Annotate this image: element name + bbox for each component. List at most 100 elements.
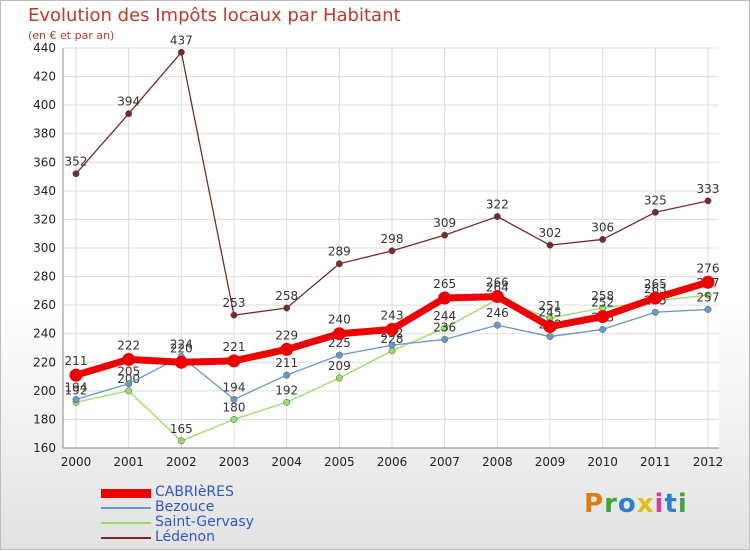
logo-letter: i — [654, 489, 665, 519]
data-label: 266 — [486, 276, 509, 290]
y-tick-label: 440 — [33, 41, 56, 55]
data-point — [438, 291, 452, 305]
data-point — [125, 387, 133, 395]
data-label: 211 — [275, 356, 298, 370]
x-tick-label: 2009 — [535, 455, 566, 469]
data-label: 252 — [591, 296, 614, 310]
x-tick-label: 2003 — [219, 455, 250, 469]
x-tick-label: 2010 — [587, 455, 618, 469]
logo-letter: P — [584, 489, 605, 519]
data-point — [493, 321, 501, 329]
data-point — [174, 355, 188, 369]
logo-letter: o — [617, 489, 637, 519]
data-point — [177, 437, 185, 445]
data-label: 205 — [117, 365, 140, 379]
data-label: 306 — [591, 220, 614, 234]
x-tick-label: 2005 — [324, 455, 355, 469]
data-point — [648, 291, 662, 305]
data-label: 263 — [644, 282, 667, 296]
legend-swatch — [101, 537, 151, 539]
data-point — [651, 308, 659, 316]
data-label: 194 — [223, 380, 246, 394]
data-point — [546, 333, 554, 341]
data-label: 276 — [697, 261, 720, 275]
data-label: 251 — [539, 299, 562, 313]
y-tick-label: 400 — [33, 98, 56, 112]
data-label: 200 — [117, 372, 140, 386]
data-point — [388, 341, 396, 349]
data-label: 437 — [170, 33, 193, 47]
data-point — [546, 241, 554, 249]
data-label: 333 — [697, 182, 720, 196]
data-point — [441, 335, 449, 343]
x-tick-label: 2002 — [166, 455, 197, 469]
data-point — [72, 395, 80, 403]
data-point — [441, 231, 449, 239]
data-label: 309 — [433, 216, 456, 230]
y-tick-label: 220 — [33, 355, 56, 369]
data-point — [125, 110, 133, 118]
data-label: 244 — [433, 309, 456, 323]
data-label: 258 — [591, 289, 614, 303]
data-point — [125, 380, 133, 388]
legend-swatch — [101, 489, 151, 498]
data-label: 265 — [433, 277, 456, 291]
y-tick-label: 180 — [33, 412, 56, 426]
data-point — [280, 342, 294, 356]
legend-swatch — [101, 522, 151, 524]
proxiti-logo: Proxiti — [584, 489, 688, 519]
data-point — [704, 197, 712, 205]
chart-title: Evolution des Impôts locaux par Habitant — [28, 5, 401, 26]
data-point — [283, 371, 291, 379]
data-point — [651, 208, 659, 216]
data-label: 209 — [328, 359, 351, 373]
x-tick-label: 2000 — [61, 455, 92, 469]
data-label: 325 — [644, 193, 667, 207]
data-label: 240 — [328, 313, 351, 327]
data-label: 257 — [697, 290, 720, 304]
y-tick-label: 160 — [33, 441, 56, 455]
x-tick-label: 2012 — [693, 455, 724, 469]
data-point — [230, 395, 238, 403]
data-point — [701, 275, 715, 289]
y-tick-label: 280 — [33, 270, 56, 284]
data-point — [599, 325, 607, 333]
data-label: 265 — [644, 277, 667, 291]
data-point — [122, 352, 136, 366]
y-tick-label: 200 — [33, 384, 56, 398]
data-point — [599, 235, 607, 243]
x-tick-label: 2007 — [429, 455, 460, 469]
data-point — [230, 415, 238, 423]
data-point — [388, 247, 396, 255]
data-label: 352 — [65, 155, 88, 169]
data-point — [230, 311, 238, 319]
legend-label: Bezouce — [155, 499, 215, 515]
x-tick-label: 2008 — [482, 455, 513, 469]
data-point — [490, 290, 504, 304]
data-point — [385, 322, 399, 336]
x-tick-label: 2006 — [377, 455, 408, 469]
data-point — [335, 260, 343, 268]
data-label: 258 — [275, 289, 298, 303]
data-label: 236 — [433, 320, 456, 334]
legend-label: CABRIèRES — [155, 484, 234, 500]
y-tick-label: 360 — [33, 155, 56, 169]
data-point — [332, 327, 346, 341]
data-label: 192 — [65, 383, 88, 397]
x-tick-label: 2011 — [640, 455, 671, 469]
data-point — [69, 368, 83, 382]
data-point — [543, 320, 557, 334]
data-point — [441, 324, 449, 332]
data-label: 180 — [223, 400, 246, 414]
data-point — [283, 304, 291, 312]
y-tick-label: 380 — [33, 127, 56, 141]
data-point — [388, 347, 396, 355]
y-tick-label: 300 — [33, 241, 56, 255]
data-point — [596, 310, 610, 324]
data-point — [283, 398, 291, 406]
x-tick-label: 2001 — [113, 455, 144, 469]
logo-letter: r — [604, 489, 618, 519]
y-tick-label: 420 — [33, 70, 56, 84]
